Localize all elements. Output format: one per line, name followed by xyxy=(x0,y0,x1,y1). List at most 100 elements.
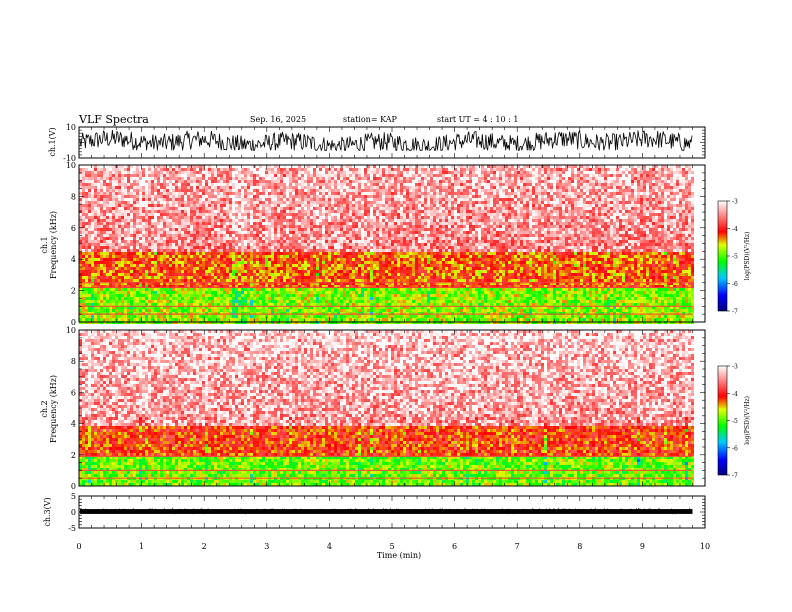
sp1-cell xyxy=(298,303,301,306)
sp1-cell xyxy=(217,237,220,240)
sp1-cell xyxy=(256,168,259,171)
sp1-cell xyxy=(307,303,310,306)
sp1-cell xyxy=(121,270,124,273)
sp1-cell xyxy=(79,264,82,267)
sp1-cell xyxy=(301,312,304,315)
sp1-cell xyxy=(325,225,328,228)
sp1-cell xyxy=(148,225,151,228)
sp1-cell xyxy=(271,309,274,312)
sp1-cell xyxy=(322,285,325,288)
sp1-cell xyxy=(199,258,202,261)
sp1-cell xyxy=(271,288,274,291)
sp1-cell xyxy=(241,222,244,225)
sp1-cell xyxy=(136,240,139,243)
sp1-cell xyxy=(283,180,286,183)
sp1-cell xyxy=(271,180,274,183)
sp1-cell xyxy=(352,246,355,249)
sp1-cell xyxy=(91,300,94,303)
sp1-cell xyxy=(298,318,301,321)
sp1-cell xyxy=(259,228,262,231)
sp1-cell xyxy=(277,276,280,279)
sp1-cell xyxy=(223,297,226,300)
sp1-cell xyxy=(253,285,256,288)
sp1-cell xyxy=(196,315,199,318)
sp1-cell xyxy=(133,315,136,318)
sp1-cell xyxy=(256,204,259,207)
sp1-cell xyxy=(205,282,208,285)
sp1-cell xyxy=(136,285,139,288)
sp1-cell xyxy=(118,279,121,282)
sp1-cell xyxy=(301,264,304,267)
sp1-cell xyxy=(334,177,337,180)
sp1-cell xyxy=(187,195,190,198)
sp1-cell xyxy=(169,246,172,249)
sp1-cell xyxy=(301,234,304,237)
sp1-cell xyxy=(310,180,313,183)
sp1-cell xyxy=(193,213,196,216)
sp1-cell xyxy=(211,228,214,231)
sp1-cell xyxy=(199,222,202,225)
sp1-cell xyxy=(286,309,289,312)
sp1-cell xyxy=(136,189,139,192)
sp1-cell xyxy=(232,198,235,201)
sp1-cell xyxy=(85,198,88,201)
sp1-cell xyxy=(286,186,289,189)
sp1-cell xyxy=(319,255,322,258)
sp1-cell xyxy=(349,252,352,255)
sp1-cell xyxy=(82,180,85,183)
sp1-cell xyxy=(250,222,253,225)
sp1-cell xyxy=(307,237,310,240)
sp1-cell xyxy=(268,309,271,312)
sp1-cell xyxy=(253,255,256,258)
sp1-cell xyxy=(79,222,82,225)
sp1-cell xyxy=(259,204,262,207)
sp1-cell xyxy=(109,312,112,315)
sp1-cell xyxy=(160,276,163,279)
sp1-cell xyxy=(292,207,295,210)
sp1-cell xyxy=(352,171,355,174)
sp1-cell xyxy=(91,189,94,192)
sp1-cell xyxy=(130,171,133,174)
sp1-cell xyxy=(214,264,217,267)
sp1-cell xyxy=(343,183,346,186)
sp1-cell xyxy=(229,273,232,276)
sp1-cell xyxy=(247,318,250,321)
sp1-cell xyxy=(136,261,139,264)
sp1-cell xyxy=(190,294,193,297)
sp1-cell xyxy=(82,315,85,318)
sp1-cell xyxy=(199,267,202,270)
sp1-cell xyxy=(349,228,352,231)
sp1-cell xyxy=(133,219,136,222)
sp1-cell xyxy=(289,267,292,270)
sp1-cell xyxy=(238,282,241,285)
sp1-cell xyxy=(181,213,184,216)
sp1-cell xyxy=(82,309,85,312)
sp1-cell xyxy=(253,201,256,204)
sp1-cell xyxy=(334,243,337,246)
sp1-cell xyxy=(118,210,121,213)
sp1-cell xyxy=(334,315,337,318)
sp1-cell xyxy=(256,294,259,297)
sp1-cell xyxy=(238,303,241,306)
sp1-cell xyxy=(223,249,226,252)
sp1-cell xyxy=(190,207,193,210)
sp1-cell xyxy=(340,264,343,267)
sp1-cell xyxy=(346,252,349,255)
sp1-cell xyxy=(181,183,184,186)
sp1-cell xyxy=(340,216,343,219)
sp1-cell xyxy=(352,267,355,270)
sp1-cell xyxy=(196,249,199,252)
sp1-cell xyxy=(142,237,145,240)
sp1-cell xyxy=(94,276,97,279)
sp1-cell xyxy=(151,240,154,243)
sp1-cell xyxy=(190,183,193,186)
sp1-cell xyxy=(277,237,280,240)
sp1-cell xyxy=(277,261,280,264)
sp1-cell xyxy=(202,291,205,294)
sp1-cell xyxy=(202,201,205,204)
sp1-cell xyxy=(172,285,175,288)
sp1-cell xyxy=(220,306,223,309)
sp1-cell xyxy=(247,276,250,279)
sp1-cell xyxy=(220,177,223,180)
sp1-cell xyxy=(115,255,118,258)
